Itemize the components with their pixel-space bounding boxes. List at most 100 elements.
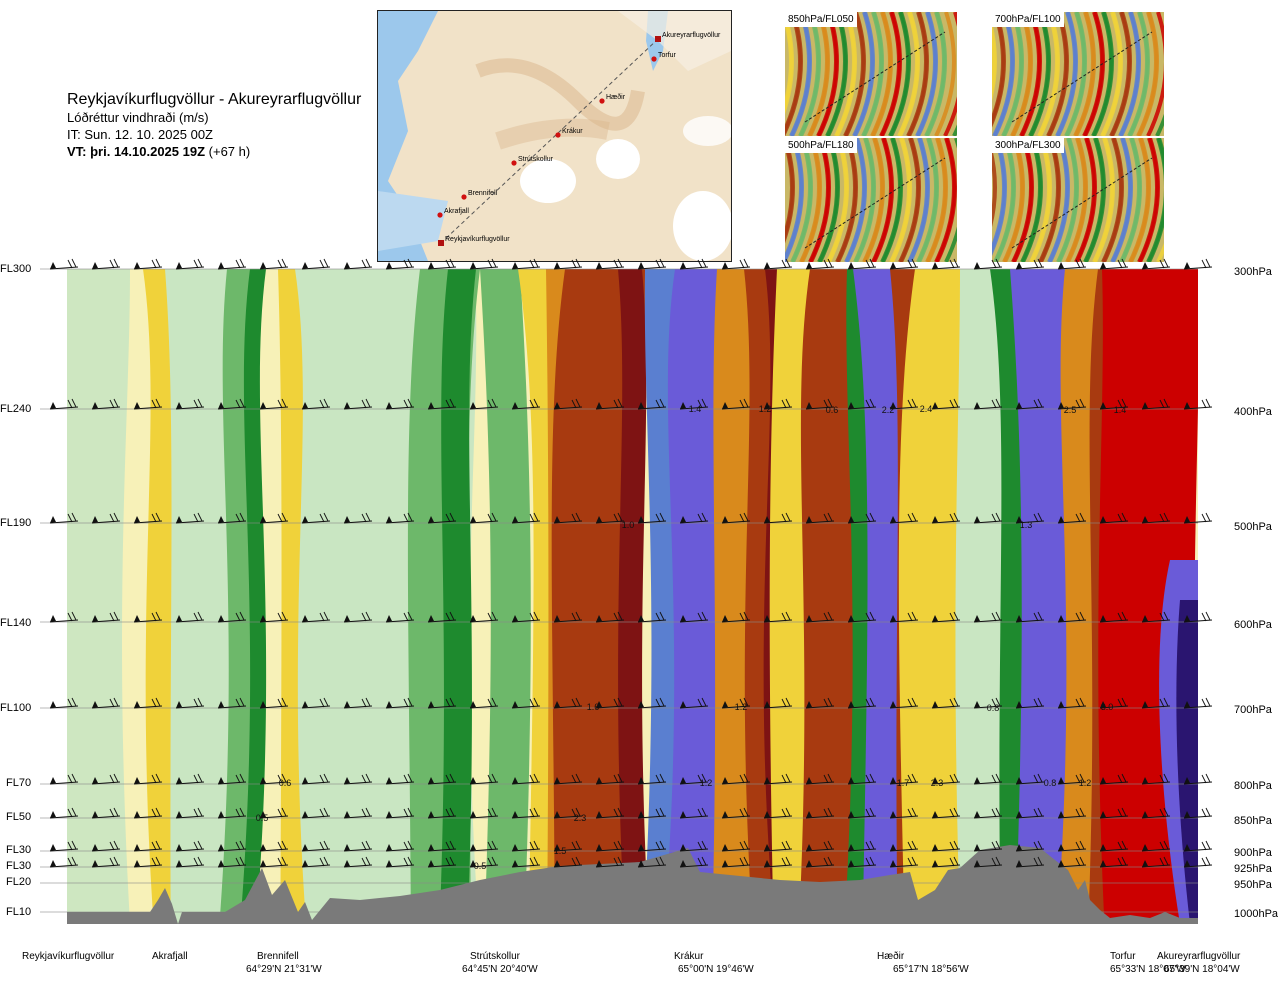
value-label: 1.6 xyxy=(587,702,600,712)
velocity-band xyxy=(67,269,130,924)
wind-barb xyxy=(637,611,667,623)
wind-barb xyxy=(133,773,163,785)
wind-barb xyxy=(343,773,373,785)
wind-barb xyxy=(511,258,541,270)
value-label: 1.7 xyxy=(897,778,910,788)
wind-barb xyxy=(385,398,415,410)
wind-barb xyxy=(679,856,709,868)
wind-barb xyxy=(1057,807,1087,819)
wind-barb xyxy=(679,258,709,270)
terrain-group xyxy=(67,845,1198,924)
wind-barb xyxy=(1141,512,1171,524)
wind-barb xyxy=(385,611,415,623)
map-point-marker xyxy=(437,212,443,218)
value-label: 2.4 xyxy=(920,404,933,414)
wind-barb xyxy=(721,398,751,410)
wind-barb xyxy=(973,512,1003,524)
wind-barb xyxy=(91,398,121,410)
wind-barb xyxy=(1015,512,1045,524)
wind-barb xyxy=(1183,840,1213,852)
wind-barb xyxy=(553,856,583,868)
value-label: 1.0 xyxy=(622,520,635,530)
wind-barb xyxy=(427,398,457,410)
wind-barb xyxy=(973,697,1003,709)
wind-barb xyxy=(721,840,751,852)
wind-barb xyxy=(49,258,79,270)
wind-barb xyxy=(49,398,79,410)
wind-barb xyxy=(1099,258,1129,270)
wind-barb xyxy=(1057,773,1087,785)
velocity-bands xyxy=(67,269,1198,924)
wind-barb xyxy=(763,773,793,785)
wind-barb xyxy=(553,611,583,623)
wind-barb xyxy=(1099,856,1129,868)
value-label: 0.5 xyxy=(256,813,269,823)
wind-barb xyxy=(637,807,667,819)
wind-barb xyxy=(91,840,121,852)
wind-barb xyxy=(175,398,205,410)
map-point-group: Akureyrarflugvöllur Torfur Hæðir Krákur Strú… xyxy=(437,32,721,246)
wind-barb xyxy=(49,856,79,868)
wind-barb xyxy=(763,856,793,868)
wind-barb xyxy=(301,856,331,868)
velocity-band xyxy=(799,269,860,924)
wind-barb xyxy=(259,398,289,410)
wind-barb xyxy=(1057,856,1087,868)
value-label: 0.6 xyxy=(279,778,292,788)
value-label: 0.8 xyxy=(987,703,1000,713)
value-label: 3.0 xyxy=(1101,702,1114,712)
wind-barb xyxy=(217,611,247,623)
wind-barb xyxy=(217,840,247,852)
wind-barb xyxy=(889,840,919,852)
wind-barb xyxy=(805,398,835,410)
inset-300-label: 300hPa/FL300 xyxy=(992,138,1064,153)
wind-barb xyxy=(175,697,205,709)
wind-barb xyxy=(133,611,163,623)
map-point-marker xyxy=(651,56,657,62)
value-label: 1.2 xyxy=(735,702,748,712)
wind-barb xyxy=(1099,807,1129,819)
wind-barb xyxy=(973,398,1003,410)
wind-barb xyxy=(553,773,583,785)
wind-barb xyxy=(1057,840,1087,852)
wind-barb xyxy=(637,697,667,709)
wind-barb xyxy=(1057,697,1087,709)
wind-barb xyxy=(1015,258,1045,270)
wind-barb xyxy=(175,807,205,819)
wind-barb xyxy=(973,258,1003,270)
value-label: 1.2 xyxy=(759,404,772,414)
wind-barb xyxy=(91,512,121,524)
wind-barb xyxy=(679,840,709,852)
wind-barb xyxy=(763,512,793,524)
fl-label-140: FL140 xyxy=(0,617,32,629)
wind-barb xyxy=(847,856,877,868)
wind-barb xyxy=(721,512,751,524)
p-label-300: 300hPa xyxy=(1234,266,1272,278)
wind-barb xyxy=(637,258,667,270)
wind-barb xyxy=(973,611,1003,623)
wind-barb xyxy=(637,512,667,524)
wind-barb xyxy=(343,512,373,524)
wind-barb xyxy=(1141,398,1171,410)
wind-barb xyxy=(553,807,583,819)
wind-barb xyxy=(91,773,121,785)
wind-barb xyxy=(805,807,835,819)
wind-barb xyxy=(595,840,625,852)
wind-barb xyxy=(1183,856,1213,868)
wind-barb xyxy=(847,398,877,410)
wind-barb xyxy=(427,856,457,868)
wind-barb xyxy=(301,807,331,819)
wind-barb xyxy=(91,856,121,868)
wind-barb xyxy=(133,258,163,270)
value-label: 0.6 xyxy=(826,405,839,415)
wind-barb xyxy=(469,840,499,852)
wind-barb xyxy=(469,773,499,785)
wind-barb xyxy=(343,697,373,709)
inset-700-svg xyxy=(992,12,1164,136)
wind-barb xyxy=(469,611,499,623)
wind-barb xyxy=(889,611,919,623)
wind-barb xyxy=(847,840,877,852)
wind-barb xyxy=(49,807,79,819)
map-point-marker xyxy=(438,240,444,246)
fl-label-30a: FL30 xyxy=(6,844,32,856)
